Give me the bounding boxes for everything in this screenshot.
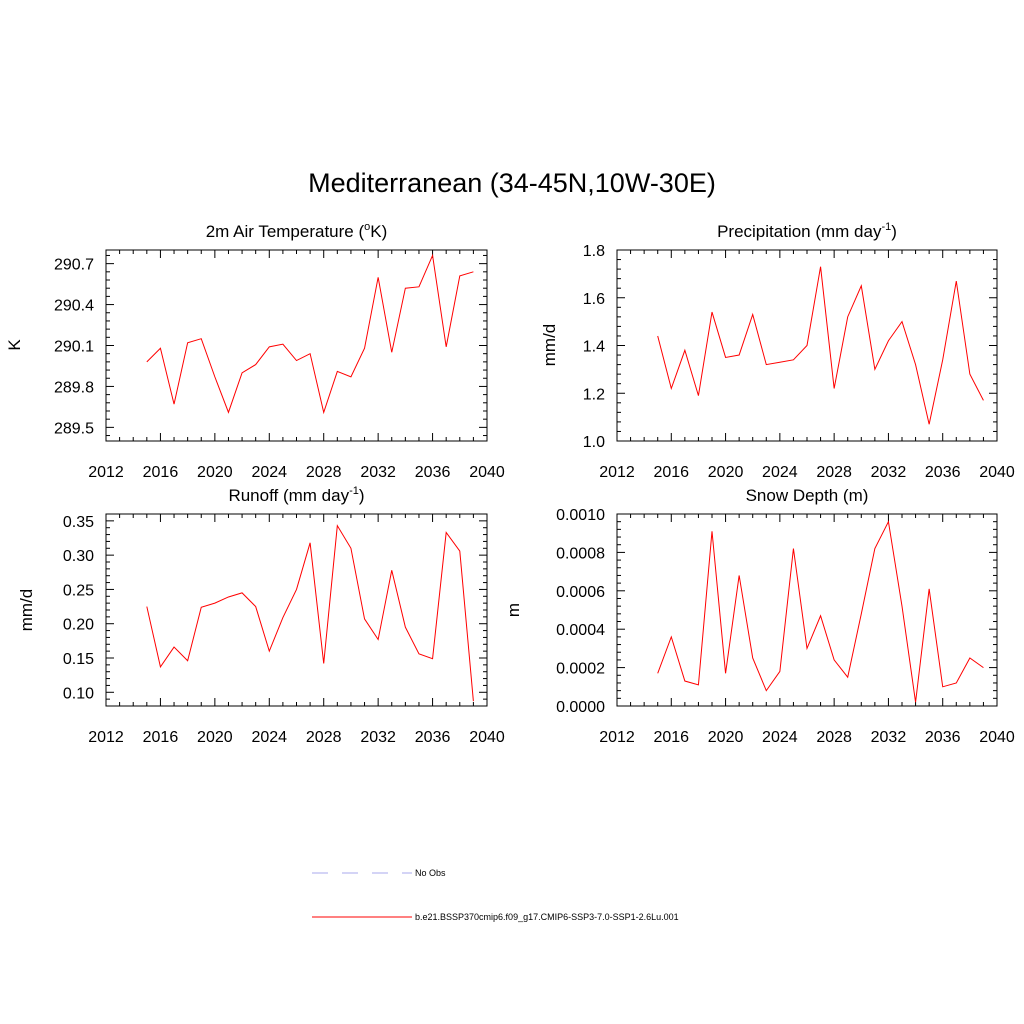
x-tick-label: 2016 bbox=[143, 464, 179, 481]
panel-title-superscript: o bbox=[364, 221, 370, 233]
x-tick-label: 2012 bbox=[599, 729, 635, 746]
x-tick-label: 2032 bbox=[360, 464, 396, 481]
x-tick-label: 2032 bbox=[871, 464, 907, 481]
panel-title: 2m Air Temperature (oK) bbox=[206, 221, 388, 241]
panel-title-superscript: -1 bbox=[349, 485, 359, 497]
panel-title: Runoff (mm day-1) bbox=[228, 485, 364, 505]
x-tick-label: 2028 bbox=[306, 729, 342, 746]
x-tick-label: 2032 bbox=[360, 729, 396, 746]
panel-title-superscript: -1 bbox=[881, 221, 891, 233]
y-tick-label: 1.4 bbox=[583, 339, 605, 356]
legend-item-2: b.e21.BSSP370cmip6.f09_g17.CMIP6-SSP3-7.… bbox=[312, 912, 679, 922]
y-tick-label: 0.15 bbox=[63, 651, 94, 668]
y-tick-label: 0.0000 bbox=[556, 699, 605, 716]
y-tick-label: 0.0006 bbox=[556, 584, 605, 601]
panel-title-end: ) bbox=[891, 222, 897, 241]
panel-title-end: ) bbox=[359, 486, 365, 505]
y-tick-label: 0.0010 bbox=[556, 507, 605, 524]
y-tick-label: 1.2 bbox=[583, 386, 605, 403]
y-tick-label: 290.7 bbox=[54, 257, 94, 274]
y-tick-label: 289.5 bbox=[54, 420, 94, 437]
x-tick-label: 2040 bbox=[469, 729, 505, 746]
y-tick-label: 290.4 bbox=[54, 298, 94, 315]
chart-panel-1: 2m Air Temperature (oK) 2012 2016 2020 2024 2… bbox=[5, 221, 505, 481]
x-tick-label: 2036 bbox=[925, 729, 961, 746]
panel-title-end: K) bbox=[370, 222, 387, 241]
legend-item-1: No Obs bbox=[312, 868, 446, 878]
panel-title: Precipitation (mm day-1) bbox=[717, 221, 897, 241]
x-tick-label: 2020 bbox=[708, 729, 744, 746]
x-tick-label: 2016 bbox=[653, 464, 689, 481]
y-axis-label: m bbox=[504, 603, 523, 617]
y-tick-label: 0.35 bbox=[63, 514, 94, 531]
y-tick-label: 0.25 bbox=[63, 582, 94, 599]
x-tick-label: 2036 bbox=[415, 464, 451, 481]
plot-frame bbox=[105, 249, 488, 442]
y-tick-label: 0.0008 bbox=[556, 545, 605, 562]
y-tick-label: 1.0 bbox=[583, 434, 605, 451]
panel-title-main: Snow Depth (m) bbox=[746, 486, 869, 505]
x-tick-label: 2024 bbox=[251, 464, 287, 481]
panel-title-main: Runoff (mm day bbox=[228, 486, 349, 505]
y-tick-label: 289.8 bbox=[54, 379, 94, 396]
panel-title-main: 2m Air Temperature ( bbox=[206, 222, 365, 241]
chart-panel-2: Precipitation (mm day-1) 2012 2016 2020 2024… bbox=[540, 221, 1015, 481]
x-tick-label: 2024 bbox=[251, 729, 287, 746]
plot-frame bbox=[105, 513, 488, 707]
x-tick-label: 2020 bbox=[708, 464, 744, 481]
x-tick-label: 2024 bbox=[762, 464, 798, 481]
series-line bbox=[657, 520, 984, 703]
panel-title-main: Precipitation (mm day bbox=[717, 222, 882, 241]
y-tick-label: 1.6 bbox=[583, 291, 605, 308]
x-tick-label: 2036 bbox=[925, 464, 961, 481]
x-tick-label: 2040 bbox=[979, 729, 1015, 746]
x-tick-label: 2020 bbox=[197, 464, 233, 481]
y-tick-label: 0.30 bbox=[63, 548, 94, 565]
x-tick-label: 2040 bbox=[469, 464, 505, 481]
chart-panel-3: Runoff (mm day-1) 2012 2016 2020 2024 2028 203… bbox=[17, 485, 505, 746]
y-tick-label: 0.10 bbox=[63, 685, 94, 702]
series-line bbox=[657, 266, 984, 425]
x-tick-label: 2016 bbox=[143, 729, 179, 746]
x-tick-label: 2024 bbox=[762, 729, 798, 746]
y-tick-label: 1.8 bbox=[583, 243, 605, 260]
x-tick-label: 2032 bbox=[871, 729, 907, 746]
x-tick-label: 2036 bbox=[415, 729, 451, 746]
chart-panel-4: Snow Depth (m) 2012 2016 2020 2024 2028 2032 20… bbox=[504, 486, 1015, 746]
y-tick-label: 290.1 bbox=[54, 339, 94, 356]
figure-title: Mediterranean (34-45N,10W-30E) bbox=[308, 168, 716, 198]
panel-title: Snow Depth (m) bbox=[746, 486, 869, 505]
x-tick-label: 2012 bbox=[88, 729, 124, 746]
legend: No Obs b.e21.BSSP370cmip6.f09_g17.CMIP6-S… bbox=[312, 868, 679, 922]
y-axis-label: K bbox=[5, 339, 24, 351]
legend-label: b.e21.BSSP370cmip6.f09_g17.CMIP6-SSP3-7.… bbox=[415, 912, 679, 922]
x-tick-label: 2028 bbox=[816, 464, 852, 481]
y-tick-label: 0.0004 bbox=[556, 622, 605, 639]
y-axis-label: mm/d bbox=[540, 324, 559, 367]
x-tick-label: 2028 bbox=[816, 729, 852, 746]
y-tick-label: 0.0002 bbox=[556, 661, 605, 678]
x-tick-label: 2016 bbox=[653, 729, 689, 746]
series-line bbox=[146, 253, 474, 415]
x-tick-label: 2040 bbox=[979, 464, 1015, 481]
y-tick-label: 0.20 bbox=[63, 617, 94, 634]
plot-frame bbox=[616, 513, 998, 707]
x-tick-label: 2020 bbox=[197, 729, 233, 746]
chart-panels: 2m Air Temperature (oK)2012 2016 2020 2024 2… bbox=[5, 221, 1015, 746]
x-tick-label: 2012 bbox=[599, 464, 635, 481]
y-axis-label: mm/d bbox=[17, 589, 36, 632]
legend-label: No Obs bbox=[415, 868, 446, 878]
x-tick-label: 2028 bbox=[306, 464, 342, 481]
x-tick-label: 2012 bbox=[88, 464, 124, 481]
series-line bbox=[146, 524, 474, 702]
